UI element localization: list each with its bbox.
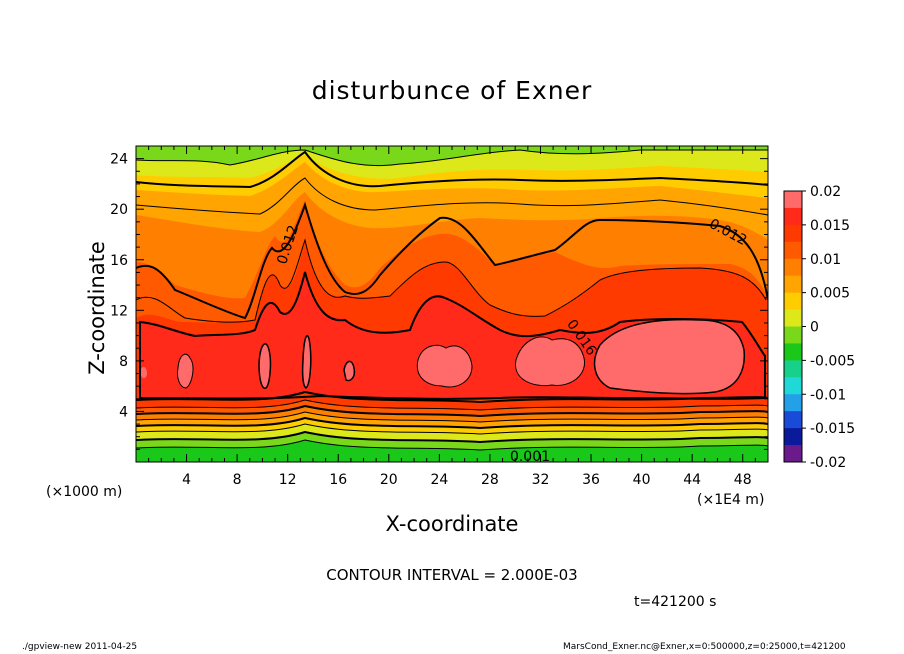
colorbar-swatch-c2 — [784, 428, 802, 446]
colorbar-swatch-c13 — [784, 241, 802, 260]
x-tick-label-4: 4 — [182, 472, 191, 488]
contour-core-a — [258, 343, 272, 389]
x-axis-ticks: 4 8 12 16 20 24 28 32 36 40 44 48 — [148, 146, 756, 488]
colorbar-label-4: 0 — [810, 320, 819, 336]
contour-surface-5 — [136, 423, 768, 435]
pink-core-b — [302, 335, 311, 388]
footer-right: MarsCond_Exner.nc@Exner,x=0:500000,z=0:2… — [563, 642, 846, 652]
contour-surface-3 — [136, 411, 768, 423]
contour-surface-6 — [136, 430, 768, 444]
time-label: t=421200 s — [634, 594, 717, 610]
colorbar-swatch-c3 — [784, 411, 802, 429]
y-axis-label: Z-coordinate — [85, 241, 109, 375]
pink-core-c — [177, 354, 193, 388]
x-tick-label-20: 20 — [380, 472, 398, 488]
colorbar-swatch-c14 — [784, 224, 802, 243]
x-tick-label-28: 28 — [481, 472, 499, 488]
contour-0014 — [136, 238, 767, 323]
contour-top-2 — [136, 150, 768, 189]
colorbar: 0.02 0.015 0.01 0.005 0 -0.005 -0.01 -0.015 -0.0… — [783, 184, 855, 471]
contour-core-d — [343, 360, 356, 382]
contour-lines — [136, 149, 768, 451]
colorbar-label-2: 0.01 — [810, 252, 841, 268]
y-tick-label-16: 16 — [110, 253, 128, 269]
colorbar-swatch-c5 — [784, 377, 802, 395]
y-tick-label-12: 12 — [110, 303, 128, 319]
colorbar-swatch-c16 — [784, 191, 802, 209]
pink-core-mid — [515, 336, 585, 386]
colorbar-swatch-c11 — [784, 275, 802, 294]
colorbar-label-1: 0.015 — [810, 218, 850, 234]
colorbar-label-3: 0.005 — [810, 286, 850, 302]
contour-0018-right — [593, 318, 746, 395]
footer-left: ./gpview-new 2011-04-25 — [22, 642, 138, 652]
contour-0018-mid — [515, 336, 586, 387]
colorbar-swatch-c12 — [784, 258, 802, 277]
colorbar-swatch-c7 — [784, 343, 802, 361]
contour-surface-7 — [136, 439, 768, 451]
contour-0016 — [139, 271, 766, 400]
pink-core-a — [259, 343, 271, 389]
y-tick-label-20: 20 — [110, 202, 128, 218]
y-axis-ticks: 4 8 12 16 20 24 — [110, 152, 768, 450]
contour-0012 — [136, 201, 768, 320]
x-tick-label-48: 48 — [734, 472, 752, 488]
pink-core-left — [417, 345, 472, 388]
y-tick-label-24: 24 — [110, 152, 128, 168]
x-tick-label-36: 36 — [582, 472, 600, 488]
colorbar-swatch-c4 — [784, 394, 802, 412]
contour-surface-4 — [136, 416, 768, 430]
contour-top-1 — [136, 149, 768, 167]
contour-surface-1 — [136, 399, 768, 411]
colorbar-swatch-c15 — [784, 207, 802, 226]
x-unit-right: (×1E4 m) — [697, 492, 765, 508]
x-tick-label-40: 40 — [633, 472, 651, 488]
x-tick-label-12: 12 — [279, 472, 297, 488]
x-tick-label-32: 32 — [532, 472, 550, 488]
chart-title: disturbunce of Exner — [311, 76, 593, 105]
colorbar-swatch-c9 — [784, 309, 802, 327]
colorbar-label-0: 0.02 — [810, 184, 841, 200]
contour-core-b — [301, 334, 312, 389]
surface-band-7 — [136, 440, 768, 462]
colorbar-label-6: -0.01 — [810, 387, 846, 403]
x-unit-left: (×1000 m) — [46, 484, 123, 500]
pink-core-e — [140, 366, 147, 379]
colorbar-swatch-c8 — [784, 326, 802, 344]
contour-0018-left — [416, 344, 473, 388]
x-tick-label-44: 44 — [683, 472, 701, 488]
colorbar-label-8: -0.02 — [810, 455, 846, 471]
pink-core-d — [344, 361, 355, 381]
contour-top-3 — [136, 177, 768, 216]
x-axis-label: X-coordinate — [385, 512, 519, 536]
x-tick-label-24: 24 — [430, 472, 448, 488]
x-tick-label-8: 8 — [233, 472, 242, 488]
y-tick-label-4: 4 — [119, 404, 128, 420]
colorbar-swatch-c10 — [784, 292, 802, 311]
colorbar-swatch-c6 — [784, 360, 802, 378]
colorbar-label-5: -0.005 — [810, 353, 855, 369]
contour-surface-2 — [136, 404, 768, 418]
contour-core-c — [177, 353, 194, 389]
contour-interval-label: CONTOUR INTERVAL = 2.000E-03 — [326, 566, 578, 584]
x-tick-label-16: 16 — [329, 472, 347, 488]
y-tick-label-8: 8 — [119, 354, 128, 370]
contour-surface-0 — [136, 390, 768, 404]
pink-core-right — [594, 319, 745, 394]
contour-label-3: 0.001 — [510, 449, 550, 465]
colorbar-swatch-c1 — [784, 445, 802, 463]
colorbar-label-7: -0.015 — [810, 421, 855, 437]
